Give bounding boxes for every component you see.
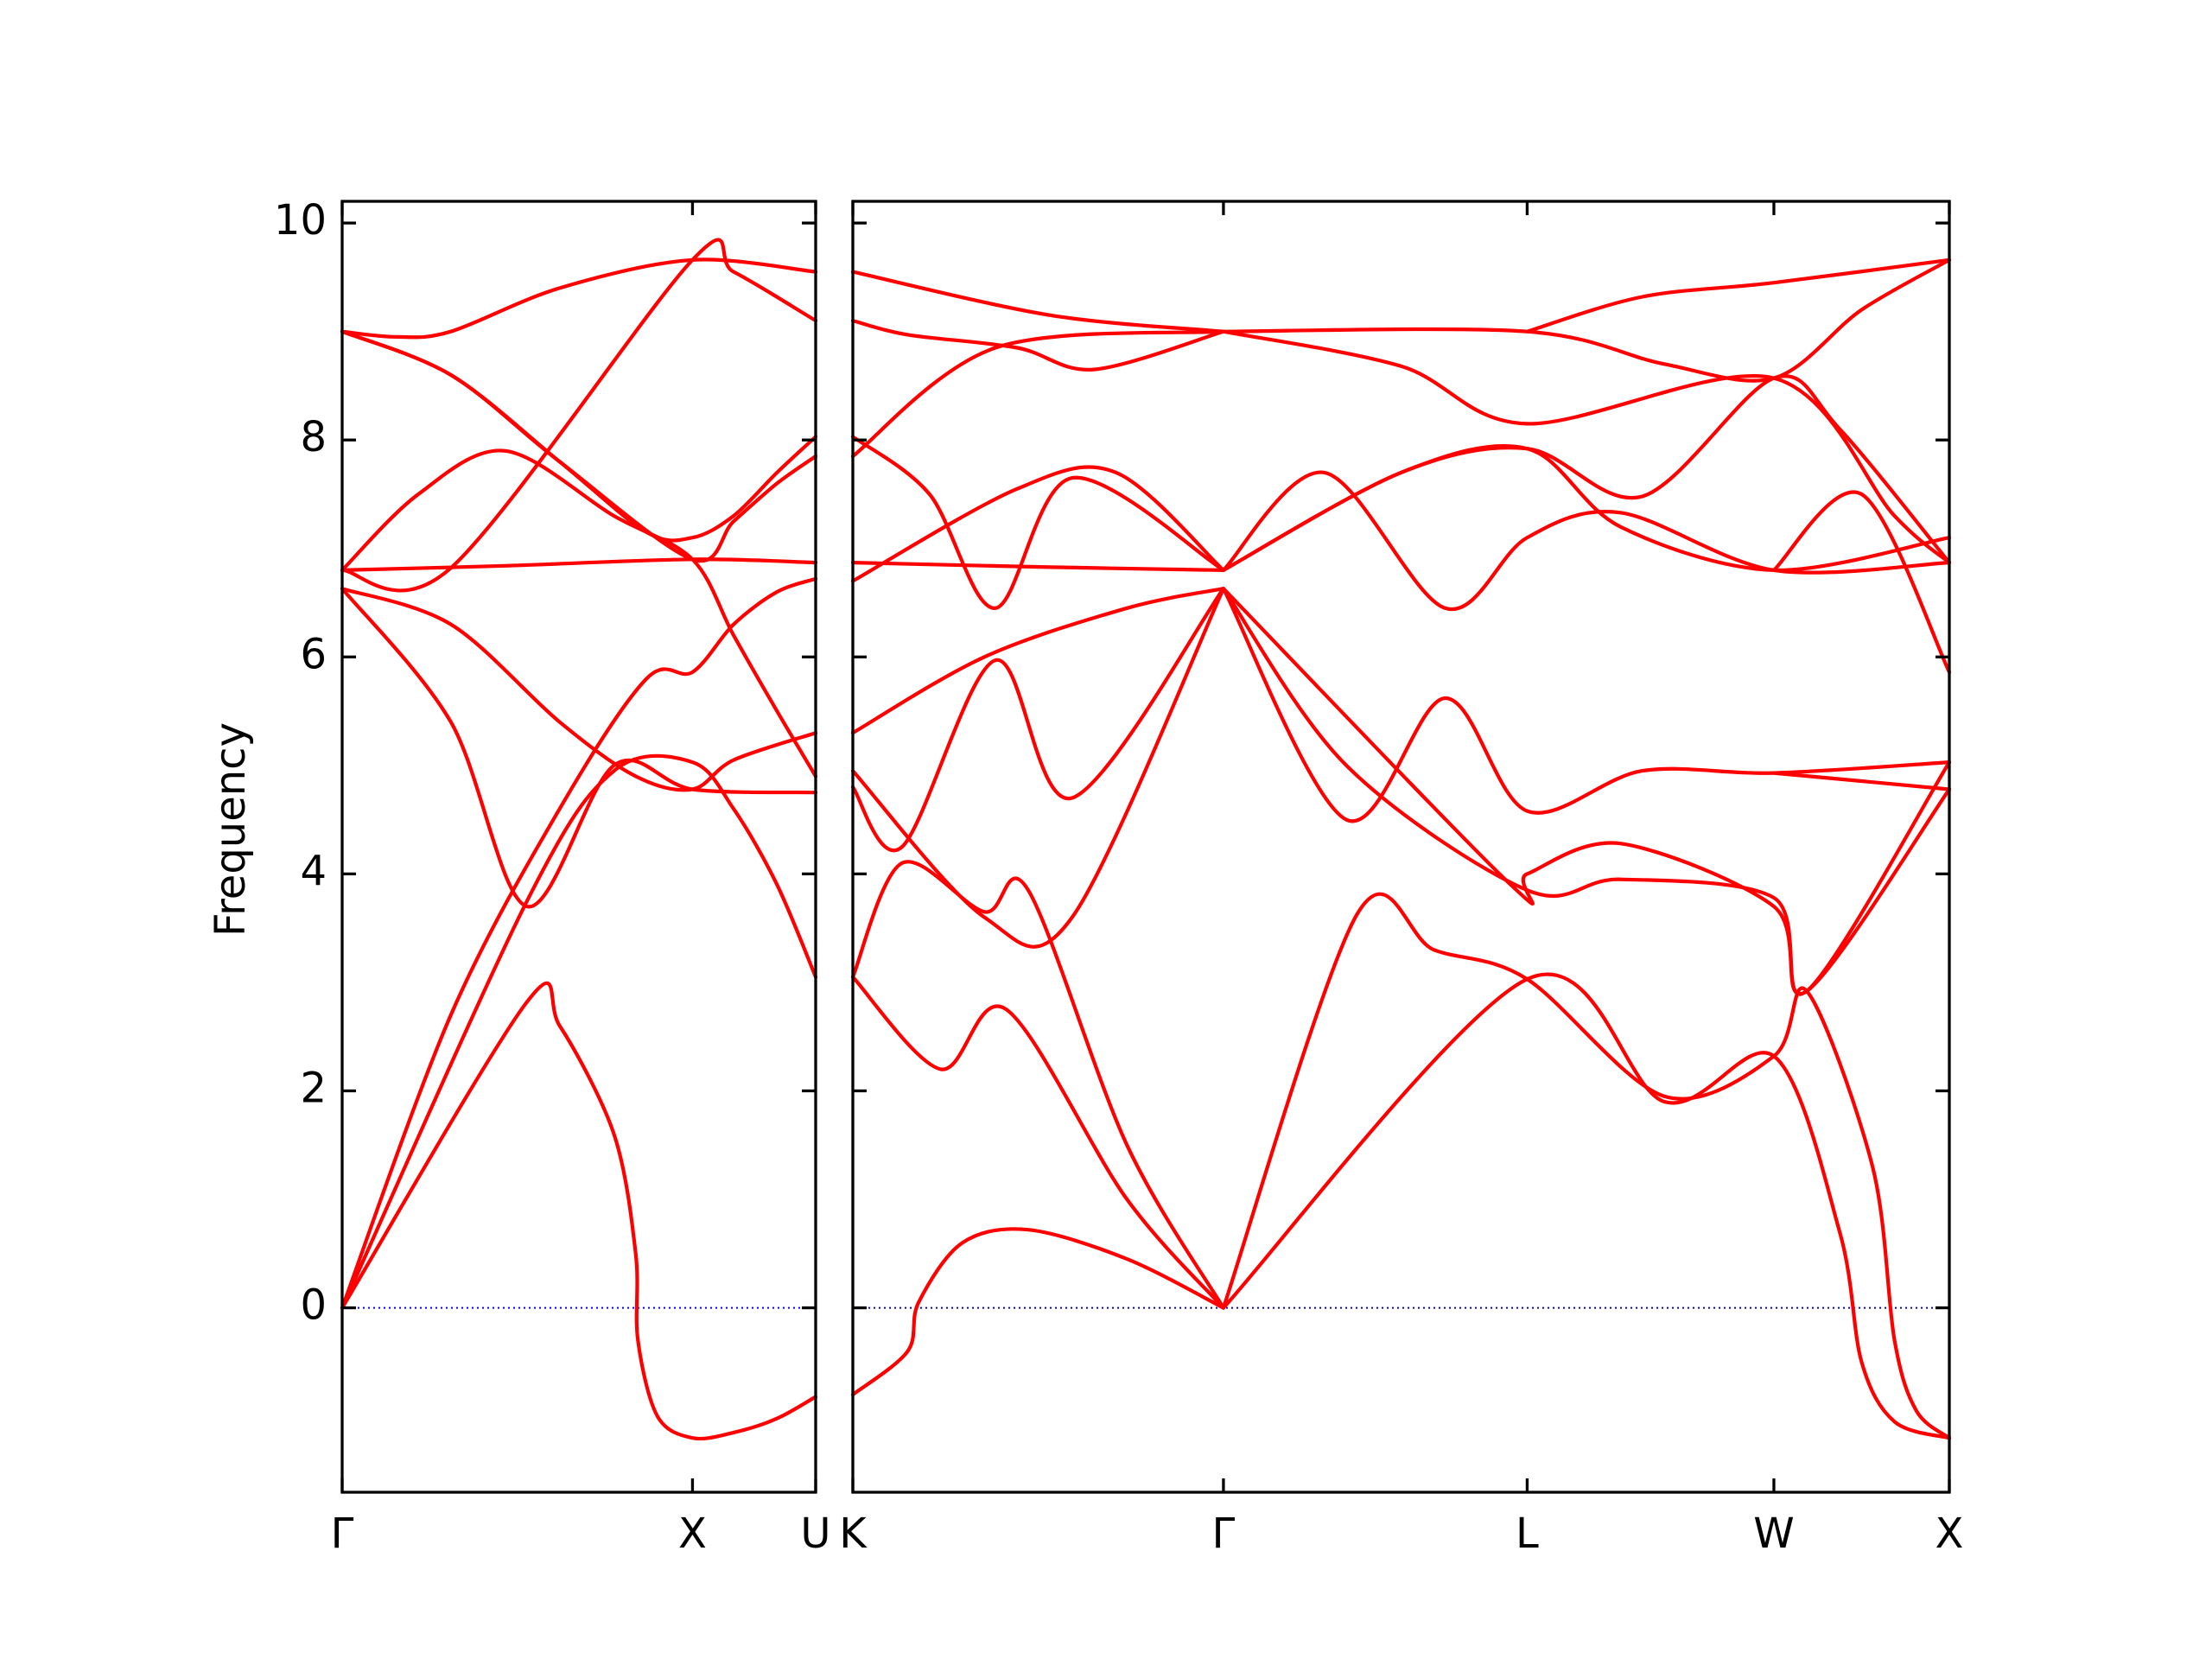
right-band-20: [1221, 374, 1952, 572]
right-band-1: [850, 1227, 1225, 1397]
left-frame: [340, 200, 817, 1494]
left-bands: [340, 238, 818, 1441]
ytick-label: 10: [274, 196, 327, 245]
right-band-7: [850, 465, 1225, 583]
right-band-25: [1771, 771, 1952, 791]
right-band-9: [850, 329, 1225, 459]
left-band-10: [340, 329, 818, 563]
right-band-2: [850, 975, 1225, 1310]
y-tick-labels: 0 2 4 6 8 10: [274, 196, 327, 1329]
right-band-6: [850, 587, 1225, 735]
right-xtick-label: W: [1753, 1510, 1794, 1558]
left-xtick-label: Γ: [331, 1510, 354, 1558]
right-band-24: [1771, 490, 1952, 674]
right-xtick-label: X: [1936, 1510, 1964, 1558]
right-band-22: [1221, 257, 1952, 383]
right-band-21: [1221, 329, 1952, 565]
y-axis-label: Frequency: [207, 722, 255, 937]
left-band-11: [340, 238, 818, 593]
left-xtick-label: U: [800, 1510, 830, 1558]
right-band-15: [1221, 587, 1952, 823]
left-band-5: [340, 587, 818, 792]
left-band-1: [340, 981, 818, 1441]
right-band-4: [850, 587, 1225, 852]
ytick-label: 8: [300, 413, 327, 461]
right-band-13: [1221, 892, 1952, 1440]
left-band-4: [340, 587, 818, 909]
left-band-2: [340, 753, 818, 1310]
right-bands: [850, 257, 1952, 1440]
right-band-16: [1221, 587, 1952, 996]
left-band-6: [340, 557, 818, 572]
left-xtick-label: X: [678, 1510, 707, 1558]
right-band-11: [850, 319, 1225, 372]
right-frame: [851, 200, 1951, 1494]
right-xtick-label: K: [839, 1510, 868, 1558]
right-xtick-label: L: [1516, 1510, 1539, 1558]
left-band-9: [340, 257, 818, 340]
right-band-18: [1221, 470, 1952, 612]
right-band-5: [850, 587, 1225, 949]
right-band-8: [850, 561, 1225, 572]
right-band-14: [1221, 972, 1952, 1440]
right-band-23: [1525, 257, 1952, 334]
right-band-10: [850, 435, 1225, 610]
right-band-17: [1221, 587, 1952, 996]
right-band-3: [850, 860, 1225, 1310]
left-band-3: [340, 576, 818, 1310]
ytick-label: 0: [300, 1281, 327, 1330]
ytick-label: 2: [300, 1064, 327, 1112]
right-band-12: [850, 270, 1225, 334]
ytick-label: 6: [300, 630, 327, 678]
ytick-label: 4: [300, 847, 327, 895]
right-xtick-label: Γ: [1212, 1510, 1236, 1558]
